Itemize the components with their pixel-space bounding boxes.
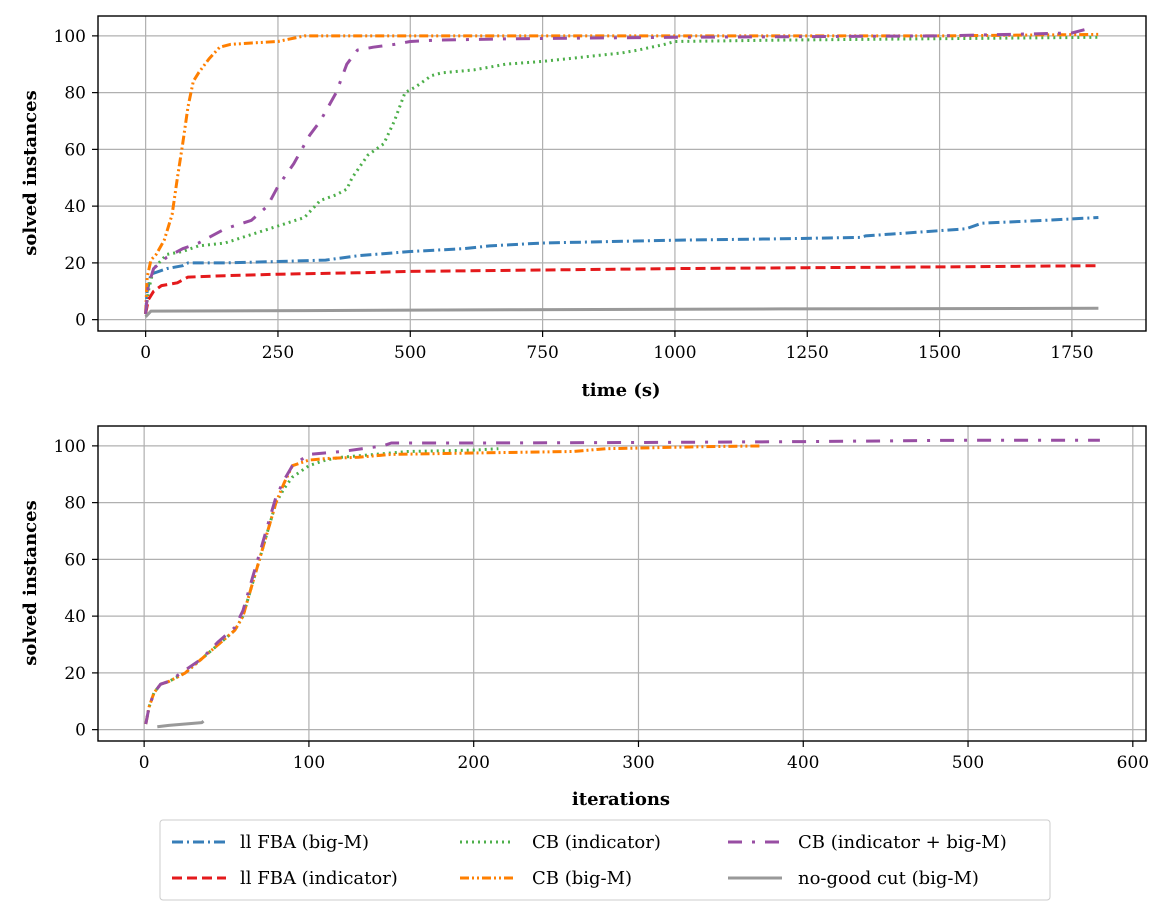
iterations-panel-x-tick-label: 600 bbox=[1117, 753, 1149, 773]
legend-label-cb-indicator: CB (indicator) bbox=[532, 832, 661, 853]
legend: ll FBA (big-M) ll FBA (indicator) CB (in… bbox=[159, 819, 1051, 901]
iterations-panel-x-tick-label: 400 bbox=[787, 753, 819, 773]
legend-label-no-good-cut-big-m: no-good cut (big-M) bbox=[798, 868, 979, 889]
time-panel-y-tick-label: 20 bbox=[64, 254, 86, 274]
iterations-panel-y-tick-label: 0 bbox=[75, 721, 86, 741]
iterations-panel-frame bbox=[97, 425, 1147, 742]
iterations-panel-x-tick-label: 500 bbox=[952, 753, 984, 773]
time-panel-series-no-good-cut-big-m bbox=[144, 306, 1099, 318]
time-panel-x-tick-label: 750 bbox=[526, 343, 558, 363]
iterations-panel-x-axis-title: iterations bbox=[572, 789, 670, 810]
time-panel-x-tick-label: 1500 bbox=[918, 343, 961, 363]
time-panel-x-tick-label: 500 bbox=[394, 343, 426, 363]
time-panel-x-tick-label: 1750 bbox=[1050, 343, 1093, 363]
iterations-panel-y-tick-label: 20 bbox=[64, 664, 86, 684]
time-panel-series-ll-fba-big-m bbox=[144, 216, 1099, 315]
iterations-panel-x-tick-label: 300 bbox=[622, 753, 654, 773]
legend-label-cb-indicator-big-m: CB (indicator + big-M) bbox=[798, 832, 1007, 853]
time-panel-frame bbox=[97, 15, 1147, 332]
time-panel-y-tick-label: 0 bbox=[75, 311, 86, 331]
legend-label-ll-fba-big-m: ll FBA (big-M) bbox=[240, 832, 369, 853]
time-panel-y-tick-label: 60 bbox=[64, 140, 86, 160]
time-panel-y-tick-label: 100 bbox=[54, 27, 86, 47]
iterations-panel-series-cb-indicator bbox=[144, 447, 499, 725]
iterations-panel-series-no-good-cut-big-m bbox=[157, 719, 205, 729]
legend-frame bbox=[159, 819, 1051, 901]
time-panel-x-tick-label: 250 bbox=[262, 343, 294, 363]
time-panel-x-tick-label: 0 bbox=[140, 343, 151, 363]
legend-label-ll-fba-indicator: ll FBA (indicator) bbox=[240, 868, 398, 889]
time-panel-series-ll-fba-indicator bbox=[144, 264, 1099, 315]
iterations-panel-y-tick-label: 40 bbox=[64, 607, 86, 627]
time-panel-series-cb-indicator bbox=[144, 35, 1099, 315]
iterations-panel-y-tick-label: 60 bbox=[64, 550, 86, 570]
time-panel-series-cb-indicator-big-m bbox=[144, 25, 1094, 315]
time-panel-x-tick-label: 1250 bbox=[786, 343, 829, 363]
iterations-panel-y-axis-title: solved instances bbox=[20, 500, 41, 665]
iterations-panel-x-tick-label: 0 bbox=[139, 753, 150, 773]
iterations-panel-x-tick-label: 100 bbox=[293, 753, 325, 773]
time-panel-y-tick-label: 40 bbox=[64, 197, 86, 217]
time-panel-y-axis-title: solved instances bbox=[20, 90, 41, 255]
time-panel-series-cb-big-m bbox=[144, 32, 1099, 315]
time-panel-y-tick-label: 80 bbox=[64, 84, 86, 104]
time-panel-x-axis-title: time (s) bbox=[581, 380, 660, 401]
time-panel: time (s) solved instances 0 250 500 750 1000… bbox=[20, 15, 1147, 401]
iterations-panel-y-tick-label: 100 bbox=[54, 437, 86, 457]
iterations-panel-x-tick-label: 200 bbox=[457, 753, 489, 773]
legend-label-cb-big-m: CB (big-M) bbox=[532, 868, 632, 889]
iterations-panel-series-cb-indicator-big-m bbox=[144, 438, 1100, 725]
iterations-panel: iterations solved instances 0 100 200 300 40… bbox=[20, 425, 1149, 810]
iterations-panel-y-tick-label: 80 bbox=[64, 494, 86, 514]
time-panel-x-tick-label: 1000 bbox=[653, 343, 696, 363]
